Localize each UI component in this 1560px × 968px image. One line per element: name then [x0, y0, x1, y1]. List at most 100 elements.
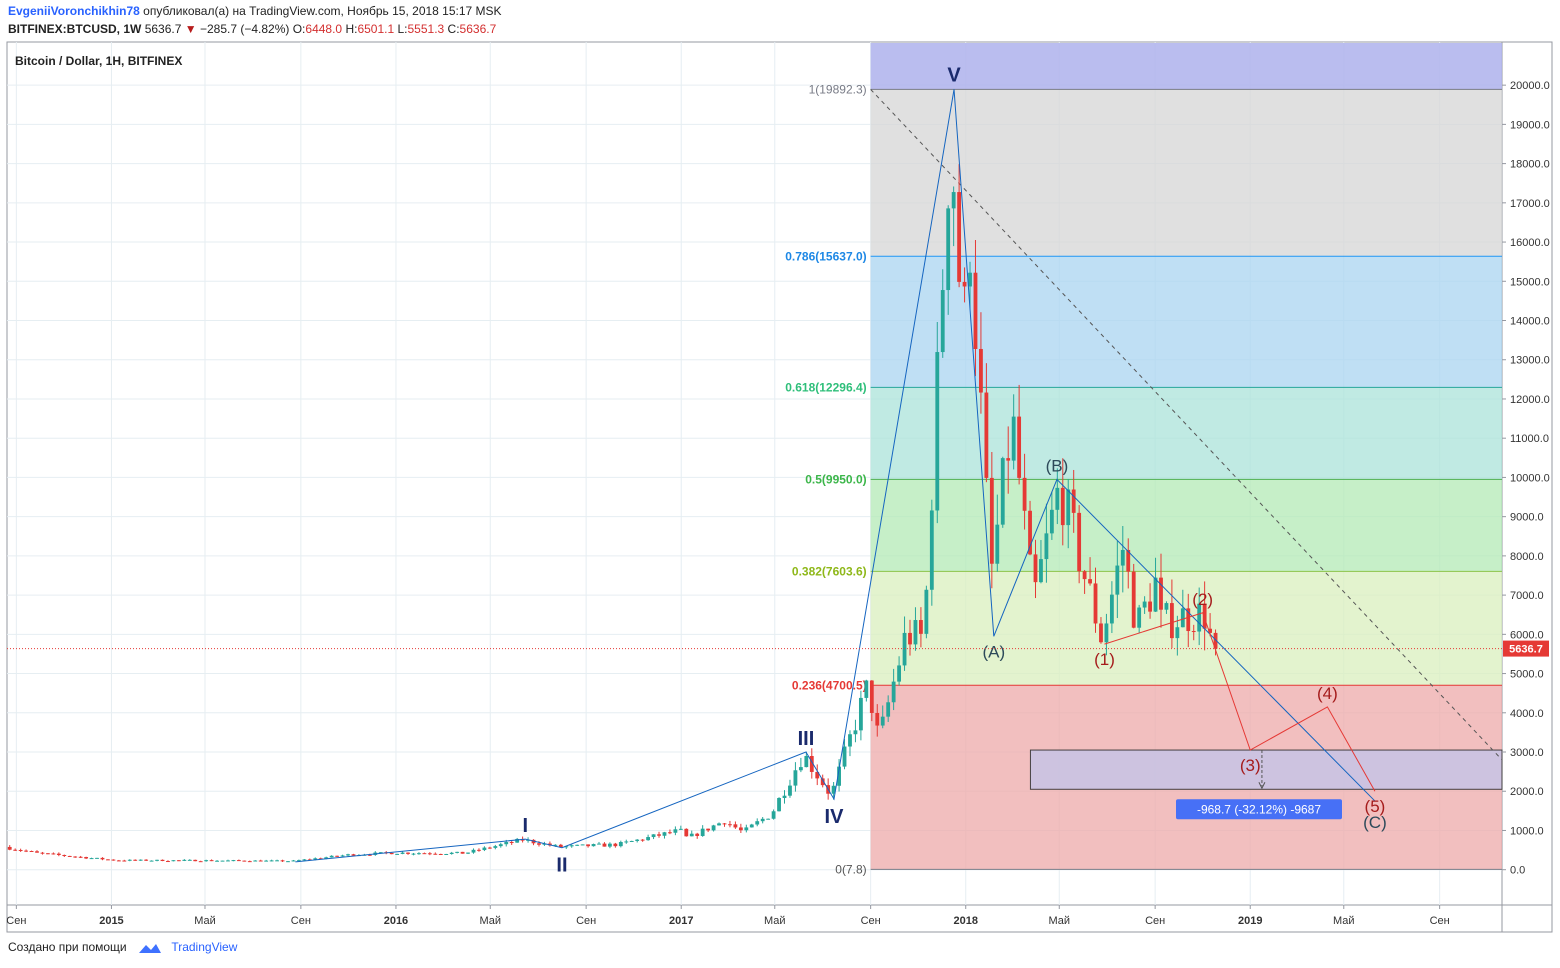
- candle-body: [586, 844, 590, 847]
- candle-body: [1148, 601, 1152, 612]
- candle-body: [406, 852, 410, 854]
- tradingview-link[interactable]: TradingView: [171, 940, 238, 954]
- candle-body: [929, 510, 934, 590]
- fib-zone: [870, 256, 1502, 388]
- candle-body: [253, 860, 258, 862]
- candle-body: [1109, 594, 1114, 624]
- candle-body: [1028, 510, 1032, 555]
- candle-body: [1153, 577, 1158, 612]
- candle-body: [962, 281, 967, 287]
- candle-body: [640, 839, 645, 841]
- fib-retracement[interactable]: 1(19892.3) 0.786(15637.0) 0.618(12296.4) 0.…: [785, 43, 1502, 876]
- candle-body: [886, 702, 891, 717]
- candle-body: [902, 632, 907, 666]
- candle-body: [160, 859, 165, 862]
- high-label: H:: [345, 22, 358, 36]
- candle-body: [946, 208, 951, 291]
- wave-label-main: V: [947, 64, 961, 86]
- candle-body: [657, 834, 661, 836]
- candle-body: [286, 861, 290, 863]
- y-tick-label: 17000.0: [1510, 198, 1550, 210]
- candle-body: [831, 785, 836, 794]
- candle-body: [1164, 603, 1169, 610]
- x-tick-label: 2015: [99, 915, 123, 927]
- candle-body: [804, 756, 809, 768]
- candle-body: [1060, 487, 1065, 526]
- y-tick-label: 13000.0: [1510, 355, 1550, 367]
- fib-level-label: 0.786(15637.0): [785, 249, 866, 263]
- y-tick-label: 16000.0: [1510, 237, 1550, 249]
- wave-label-sub: (1): [1094, 650, 1115, 669]
- candle-body: [400, 852, 405, 854]
- price-range-measure[interactable]: -968.7 (-32.12%) -9687: [1176, 750, 1342, 820]
- author-link[interactable]: EvgeniiVoronchikhin78: [8, 4, 140, 18]
- time-axis[interactable]: Сен 2015 Май Сен 2016 Май Сен 2017 Май Сен 2018 Май…: [6, 905, 1450, 927]
- abc-wave-path: [953, 89, 1376, 802]
- candle-body: [1126, 549, 1131, 572]
- candle-body: [1049, 509, 1054, 534]
- candle-body: [182, 859, 187, 861]
- candle-body: [1175, 627, 1180, 639]
- candle-body: [307, 859, 312, 861]
- y-tick-label: 0.0: [1510, 865, 1525, 877]
- candle-body: [919, 620, 923, 634]
- candle-body: [460, 851, 465, 854]
- y-tick-label: 3000.0: [1510, 747, 1544, 759]
- x-tick-label: Сен: [1430, 915, 1450, 927]
- candle-body: [471, 849, 476, 853]
- candle-body: [67, 855, 72, 857]
- candle-body: [269, 860, 274, 862]
- candle-body: [684, 828, 689, 837]
- candle-body: [433, 853, 438, 855]
- candle-body: [651, 834, 656, 838]
- wave-label-main: III: [798, 728, 815, 750]
- impulse-wave-path: [295, 89, 955, 863]
- candle-body: [236, 860, 241, 862]
- candle-body: [793, 770, 798, 786]
- sub-wave-path: [1104, 612, 1376, 792]
- y-tick-label: 19000.0: [1510, 119, 1550, 131]
- candle-body: [264, 860, 269, 862]
- candle-body: [351, 854, 356, 856]
- candle-body: [231, 860, 236, 862]
- last-price: 5636.7: [144, 22, 182, 36]
- candle-body: [908, 632, 912, 645]
- candle-body: [891, 681, 896, 703]
- candle-body: [995, 524, 1000, 564]
- price-axis[interactable]: 0.0 1000.0 2000.0 3000.0 4000.0 5000.0 6000.0 7…: [1502, 80, 1550, 877]
- candle-body: [438, 853, 443, 855]
- candle-body: [504, 842, 509, 845]
- x-tick-label: Май: [1048, 915, 1070, 927]
- candle-body: [1077, 512, 1082, 572]
- candles: [7, 164, 1218, 863]
- high-value: 6501.1: [357, 22, 395, 36]
- candle-body: [73, 856, 78, 858]
- x-tick-label: Сен: [291, 915, 311, 927]
- candle-body: [635, 839, 640, 841]
- candle-body: [18, 849, 23, 851]
- candle-body: [853, 730, 858, 735]
- candle-body: [493, 846, 498, 848]
- candle-body: [247, 861, 252, 863]
- candle-body: [700, 828, 705, 836]
- candle-body: [569, 845, 574, 847]
- x-tick-label: Сен: [1145, 915, 1165, 927]
- candle-body: [608, 843, 612, 847]
- candle-body: [24, 850, 29, 852]
- low-label: L:: [397, 22, 408, 36]
- target-zone[interactable]: [1029, 749, 1503, 790]
- candle-body: [35, 851, 39, 853]
- candle-body: [875, 712, 880, 726]
- candle-body: [280, 860, 285, 862]
- candle-body: [1137, 607, 1142, 628]
- candle-body: [477, 849, 481, 851]
- candle-body: [553, 844, 558, 846]
- measure-badge: [1176, 799, 1342, 820]
- symbol-label: BITFINEX:BTCUSD, 1W: [8, 22, 142, 36]
- y-tick-label: 8000.0: [1510, 551, 1544, 563]
- candle-body: [689, 833, 694, 837]
- elliott-waves[interactable]: [295, 89, 1376, 863]
- candle-body: [340, 855, 345, 857]
- dashed-trendline[interactable]: [870, 89, 1503, 761]
